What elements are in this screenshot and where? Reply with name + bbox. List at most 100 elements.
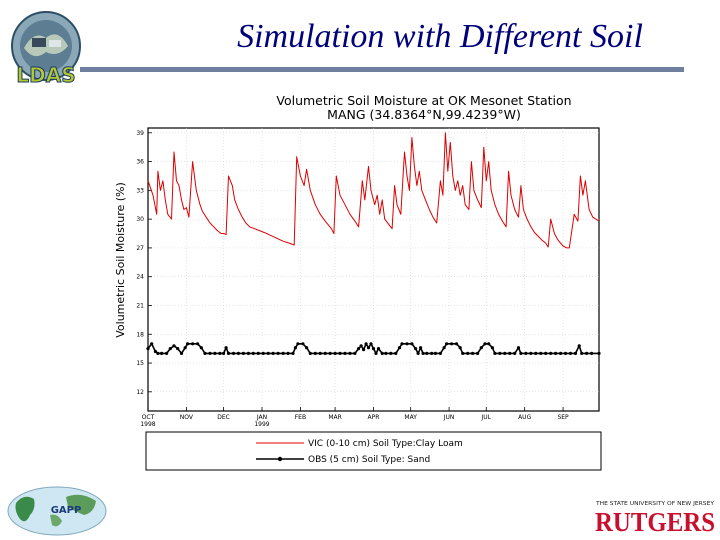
- obs-point: [410, 342, 414, 346]
- y-tick-label: 39: [136, 130, 144, 137]
- series-line-0: [147, 132, 600, 249]
- obs-point: [371, 347, 376, 351]
- chart-subtitle: MANG (34.8364°N,99.4239°W): [327, 107, 521, 122]
- obs-point: [281, 351, 285, 355]
- obs-point: [222, 351, 226, 355]
- obs-point: [389, 351, 393, 355]
- obs-point: [585, 351, 589, 355]
- obs-point: [490, 346, 494, 350]
- obs-point: [559, 351, 563, 355]
- obs-point: [519, 351, 523, 355]
- obs-point: [421, 351, 425, 355]
- x-tick-label: JAN: [256, 414, 267, 421]
- gapp-logo: GAPP: [7, 486, 107, 536]
- obs-point: [394, 351, 398, 355]
- obs-point: [208, 351, 212, 355]
- soil-moisture-chart: Volumetric Soil Moisture at OK Mesonet S…: [114, 93, 602, 471]
- legend-label-1: OBS (5 cm) Soil Type: Sand: [308, 455, 430, 465]
- obs-point: [359, 344, 363, 348]
- x-tick-label: DEC: [217, 414, 230, 421]
- x-tick-label: OCT: [142, 414, 155, 421]
- legend-label-0: VIC (0-10 cm) Soil Type:Clay Loam: [308, 439, 463, 449]
- obs-point: [366, 346, 371, 350]
- series-layer: [146, 132, 601, 355]
- slide-title: Simulation with Different Soil: [237, 18, 643, 55]
- obs-point: [380, 351, 384, 355]
- obs-point: [416, 351, 420, 355]
- obs-point: [476, 351, 480, 355]
- x-tick-label: FEB: [295, 414, 306, 421]
- obs-point: [150, 342, 154, 346]
- obs-point: [293, 346, 297, 350]
- obs-point: [328, 351, 332, 355]
- obs-point: [196, 342, 200, 346]
- obs-point: [580, 351, 584, 355]
- y-axis-label: Volumetric Soil Moisture (%): [114, 182, 127, 338]
- obs-point: [516, 346, 521, 350]
- obs-point: [286, 351, 290, 355]
- obs-point: [454, 342, 459, 346]
- x-tick-label: APR: [368, 414, 380, 421]
- obs-point: [471, 351, 475, 355]
- obs-point: [577, 344, 581, 348]
- obs-point: [425, 351, 429, 355]
- x-tick-label: JUN: [443, 414, 455, 421]
- obs-point: [333, 351, 337, 355]
- chart-grid: [148, 128, 599, 411]
- obs-point: [165, 351, 169, 355]
- obs-point: [493, 351, 497, 355]
- obs-point: [218, 351, 222, 355]
- obs-point: [291, 351, 295, 355]
- obs-point: [405, 342, 409, 346]
- obs-point: [573, 351, 578, 355]
- obs-point: [508, 351, 512, 355]
- obs-point: [384, 351, 388, 355]
- obs-point: [301, 342, 305, 346]
- obs-point: [261, 351, 265, 355]
- obs-point: [353, 351, 357, 355]
- obs-point: [343, 351, 347, 355]
- ldas-logo: LDAS: [11, 11, 81, 88]
- legend-marker: [277, 456, 283, 462]
- obs-point: [168, 347, 172, 351]
- obs-point: [236, 351, 240, 355]
- obs-point: [318, 351, 322, 355]
- obs-point: [364, 342, 368, 346]
- rutgers-logo: THE STATE UNIVERSITY OF NEW JERSEY RUTGE…: [595, 501, 715, 535]
- obs-point: [160, 351, 164, 355]
- obs-point: [414, 347, 418, 351]
- y-tick-label: 24: [136, 274, 144, 281]
- x-tick-label: MAY: [404, 414, 417, 421]
- obs-point: [296, 342, 300, 346]
- obs-point: [419, 346, 423, 350]
- obs-point: [241, 351, 245, 355]
- obs-point: [544, 351, 548, 355]
- obs-point: [524, 351, 528, 355]
- obs-point: [466, 351, 470, 355]
- obs-point: [597, 351, 601, 355]
- obs-point: [224, 346, 228, 350]
- x-tick-label: MAR: [328, 414, 341, 421]
- obs-point: [568, 351, 573, 355]
- rutgers-logo-tagline: THE STATE UNIVERSITY OF NEW JERSEY: [595, 501, 715, 507]
- obs-point: [445, 342, 449, 346]
- title-rule: [80, 67, 684, 72]
- obs-point: [251, 351, 255, 355]
- obs-point: [276, 351, 280, 355]
- obs-point: [549, 351, 553, 355]
- obs-point: [305, 346, 309, 350]
- obs-point: [179, 351, 184, 355]
- obs-point: [487, 342, 491, 346]
- obs-point: [183, 346, 187, 350]
- obs-point: [348, 351, 352, 355]
- obs-point: [438, 351, 442, 355]
- obs-point: [213, 351, 217, 355]
- obs-point: [246, 351, 250, 355]
- obs-point: [534, 351, 538, 355]
- ldas-logo-text: LDAS: [16, 63, 75, 87]
- obs-point: [461, 351, 465, 355]
- rutgers-logo-wordmark: RUTGERS: [595, 507, 715, 535]
- y-tick-label: 18: [136, 331, 144, 338]
- obs-point: [203, 351, 207, 355]
